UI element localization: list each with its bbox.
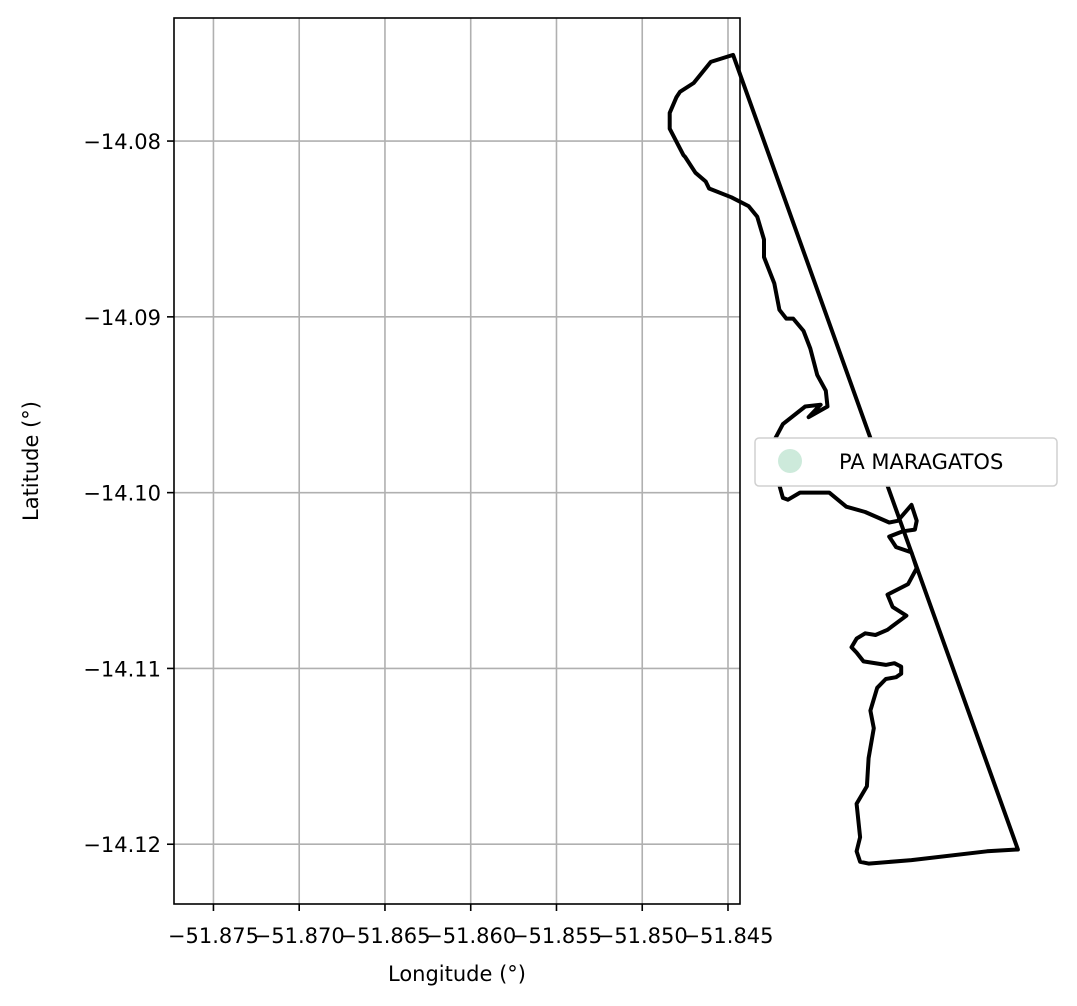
x-tick-label: −51.865 [339,924,430,948]
grid [174,18,740,904]
x-tick-label: −51.875 [168,924,259,948]
legend: PA MARAGATOS [754,437,1058,487]
y-tick-label: −14.09 [83,306,161,330]
x-tick-label: −51.870 [254,924,345,948]
x-tick-label: −51.845 [682,924,773,948]
y-tick-label: −14.11 [83,657,161,681]
x-tick-label: −51.850 [597,924,688,948]
y-tick-label: −14.10 [83,482,161,506]
y-tick-label: −14.12 [83,833,161,857]
legend-box [754,437,1058,487]
y-tick-label: −14.08 [83,130,161,154]
legend-marker [778,449,802,473]
x-axis-title: Longitude (°) [388,962,526,986]
polygon-boundary [667,52,1020,866]
axes-frame [173,17,741,905]
x-axis: −51.875−51.870−51.865−51.860−51.855−51.8… [168,904,774,948]
y-axis: −14.08 −14.09 −14.10 −14.11 −14.12 [83,130,174,857]
data-layer [667,52,1020,866]
legend-label: PA MARAGATOS [839,450,1003,474]
plot-area [174,18,740,904]
x-tick-label: −51.860 [425,924,516,948]
y-axis-title: Latitude (°) [19,401,43,521]
x-tick-label: −51.855 [511,924,602,948]
